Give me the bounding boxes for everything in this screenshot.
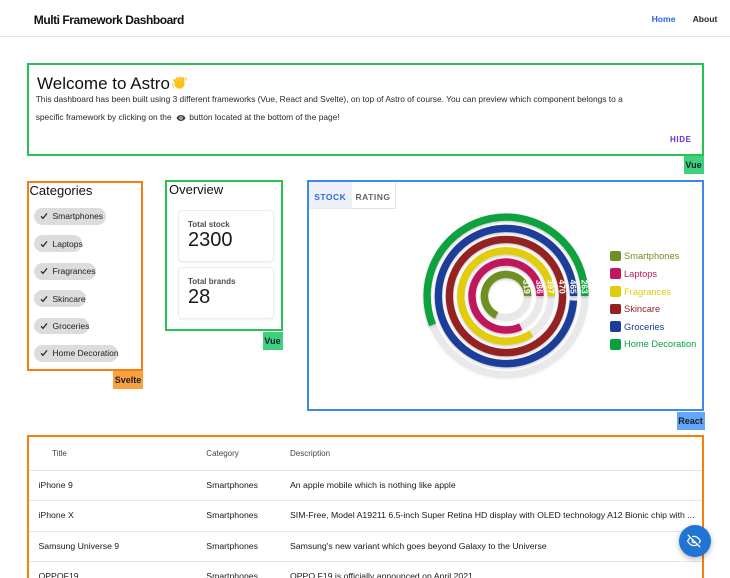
svg-text:319: 319	[521, 279, 532, 294]
svg-text:397: 397	[545, 279, 556, 294]
svg-text:386: 386	[534, 279, 545, 294]
svg-text:470: 470	[557, 279, 568, 294]
svg-text:465: 465	[568, 279, 578, 294]
svg-text:263: 263	[579, 279, 589, 294]
